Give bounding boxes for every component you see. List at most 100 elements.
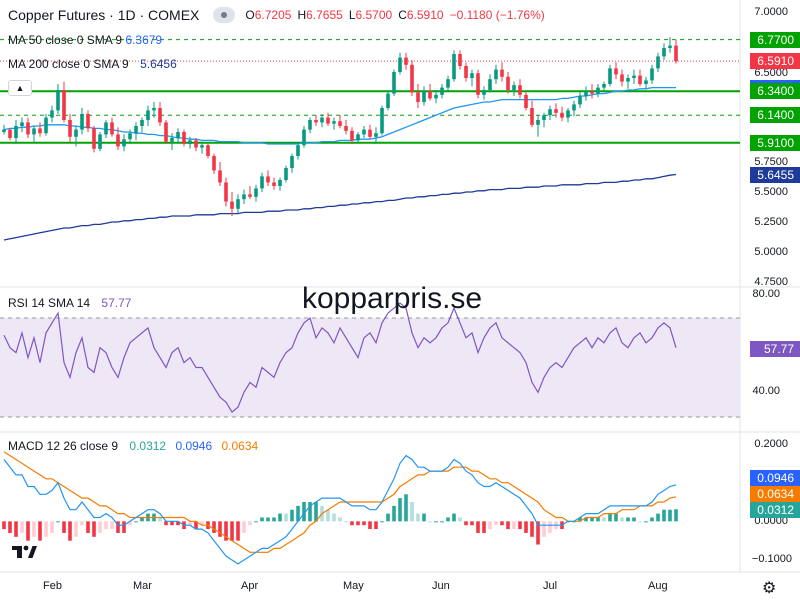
candle-body <box>608 68 612 84</box>
candle-body <box>284 168 288 180</box>
macd-histogram-bar <box>170 521 174 526</box>
macd-histogram-bar <box>260 517 264 522</box>
candle-body <box>470 73 474 78</box>
candle-body <box>392 72 396 94</box>
candle-body <box>590 91 594 94</box>
candle-body <box>464 66 468 78</box>
macd-histogram-bar <box>230 521 234 541</box>
macd-histogram-bar <box>356 521 360 526</box>
candle-body <box>92 128 96 149</box>
ma50-legend[interactable]: MA 50 close 0 SMA 9 6.3679 <box>8 33 162 47</box>
time-tick: Aug <box>648 580 668 592</box>
collapse-legend-button[interactable]: ▲ <box>8 80 32 96</box>
macd-histogram-bar <box>296 505 300 522</box>
ma200-legend[interactable]: MA 200 close 0 SMA 9 5.6456 <box>8 57 177 71</box>
candle-body <box>308 120 312 130</box>
candle-body <box>32 128 36 135</box>
ma200-value: 5.6456 <box>140 57 177 71</box>
candle-body <box>548 109 552 116</box>
candle-body <box>668 45 672 48</box>
candle-body <box>128 133 132 140</box>
macd-histogram-bar <box>476 521 480 533</box>
candle-body <box>236 199 240 209</box>
low-key: L <box>348 8 356 22</box>
candle-body <box>536 120 540 125</box>
macd-histogram-bar <box>380 521 384 523</box>
candle-body <box>224 182 228 202</box>
price-tick: 5.2500 <box>754 216 788 228</box>
macd-histogram-bar <box>80 521 84 526</box>
macd-histogram-bar <box>176 521 180 526</box>
candle-body <box>206 145 210 156</box>
candle-body <box>368 129 372 137</box>
candle-body <box>350 130 354 141</box>
chart-header: Copper Futures · 1D · COMEX O6.7205 H6.7… <box>8 7 545 23</box>
close-key: C <box>398 8 407 22</box>
candle-body <box>374 133 378 137</box>
macd-histogram-bar <box>416 513 420 522</box>
macd-histogram-bar <box>56 521 60 523</box>
macd-label: MACD 12 26 close 9 <box>8 439 119 453</box>
macd-histogram-bar <box>2 521 6 530</box>
macd-line <box>3 454 677 565</box>
macd-histogram-bar <box>32 521 36 537</box>
candle-body <box>26 122 30 135</box>
macd-legend[interactable]: MACD 12 26 close 9 0.0312 0.0946 0.0634 <box>8 439 258 453</box>
macd-histogram-bar <box>26 521 30 541</box>
price-tick: 5.5000 <box>754 186 788 198</box>
candle-body <box>290 156 294 168</box>
macd-histogram-bar <box>116 521 120 533</box>
candle-body <box>476 73 480 95</box>
macd-histogram-bar <box>194 521 198 530</box>
candle-body <box>242 194 246 200</box>
candle-body <box>140 120 144 126</box>
macd-line-value: 0.0946 <box>175 439 213 453</box>
ma200-label: MA 200 close 0 SMA 9 <box>8 57 129 71</box>
candle-body <box>596 87 600 94</box>
macd-histogram-bar <box>608 513 612 522</box>
candle-body <box>566 110 570 118</box>
candle-body <box>116 134 120 147</box>
candle-body <box>650 68 654 81</box>
macd-histogram-bar <box>128 521 132 526</box>
macd-histogram-bar <box>332 513 336 522</box>
candle-body <box>572 104 576 111</box>
macd-hist-label: 0.0312 <box>750 502 800 518</box>
macd-histogram-bar <box>20 521 24 533</box>
candle-body <box>458 54 462 66</box>
macd-signal-label: 0.0634 <box>750 486 800 502</box>
rsi-legend[interactable]: RSI 14 SMA 14 57.77 <box>8 296 131 310</box>
macd-histogram-bar <box>524 521 528 533</box>
visibility-eye-icon[interactable] <box>213 7 236 23</box>
time-tick: Jun <box>432 580 450 592</box>
settings-gear-icon[interactable]: ⚙ <box>762 580 777 597</box>
rsi-value: 57.77 <box>101 296 132 310</box>
candle-body <box>194 140 198 148</box>
tradingview-logo-icon[interactable] <box>8 540 38 562</box>
rsi-value-label: 57.77 <box>750 341 800 357</box>
symbol-title[interactable]: Copper Futures · 1D · COMEX <box>8 7 200 23</box>
macd-histogram-bar <box>494 521 498 526</box>
candle-body <box>230 201 234 209</box>
macd-histogram-bar <box>590 517 594 522</box>
candle-body <box>614 68 618 75</box>
macd-tick: 0.0000 <box>754 515 788 527</box>
candle-body <box>320 117 324 123</box>
candle-body <box>518 85 522 95</box>
macd-histogram-bar <box>674 509 678 522</box>
macd-histogram-bar <box>458 517 462 522</box>
macd-histogram-bar <box>626 517 630 522</box>
candle-body <box>302 129 306 146</box>
macd-histogram-bar <box>86 521 90 533</box>
candle-body <box>662 48 666 57</box>
macd-histogram-bar <box>482 521 486 533</box>
macd-histogram-bar <box>8 521 12 533</box>
macd-histogram-bar <box>428 521 432 523</box>
macd-histogram-bar <box>464 521 468 526</box>
rsi-band <box>0 318 740 417</box>
candle-body <box>68 120 72 137</box>
candle-body <box>314 120 318 123</box>
candle-body <box>500 69 504 77</box>
candle-body <box>398 57 402 72</box>
